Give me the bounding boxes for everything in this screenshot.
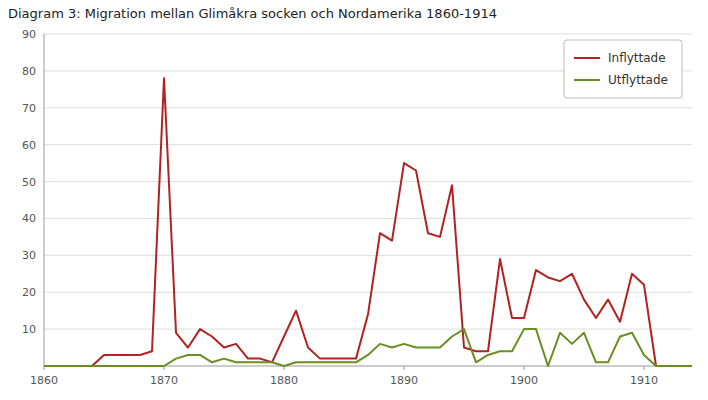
y-tick-label: 50 — [22, 176, 36, 189]
x-tick — [644, 366, 645, 370]
grid-line — [44, 181, 692, 182]
x-tick-label: 1900 — [510, 374, 538, 387]
y-tick-label: 10 — [22, 323, 36, 336]
grid-line — [44, 144, 692, 145]
x-tick-label: 1880 — [270, 374, 298, 387]
y-axis-line — [44, 34, 45, 366]
y-tick-label: 40 — [22, 212, 36, 225]
series-line — [44, 78, 692, 366]
x-tick — [404, 366, 405, 370]
grid-line — [44, 329, 692, 330]
lines — [44, 78, 692, 366]
grid-line — [44, 255, 692, 256]
y-grid — [44, 34, 692, 329]
legend: Inflyttade Utflyttade — [564, 40, 682, 98]
grid-line — [44, 107, 692, 108]
grid-line — [44, 218, 692, 219]
y-tick-label: 90 — [22, 28, 36, 41]
legend-swatch — [574, 57, 600, 59]
y-tick-label: 30 — [22, 249, 36, 262]
chart-svg: Diagram 3: Migration mellan Glimåkra soc… — [0, 0, 708, 400]
grid-line — [44, 292, 692, 293]
y-tick-label: 60 — [22, 139, 36, 152]
series-line — [44, 329, 692, 366]
legend-label: Utflyttade — [608, 73, 668, 87]
legend-box — [564, 40, 682, 98]
y-tick-label: 70 — [22, 102, 36, 115]
x-tick-label: 1870 — [150, 374, 178, 387]
x-tick-label: 1890 — [390, 374, 418, 387]
y-tick-label: 80 — [22, 65, 36, 78]
legend-label: Inflyttade — [608, 51, 666, 65]
x-tick-label: 1860 — [30, 374, 58, 387]
legend-swatch — [574, 79, 600, 81]
chart-title: Diagram 3: Migration mellan Glimåkra soc… — [8, 6, 497, 21]
chart-container: Diagram 3: Migration mellan Glimåkra soc… — [0, 0, 708, 400]
x-tick-label: 1910 — [630, 374, 658, 387]
grid-line — [44, 34, 692, 35]
y-tick-label: 20 — [22, 286, 36, 299]
x-tick — [524, 366, 525, 370]
